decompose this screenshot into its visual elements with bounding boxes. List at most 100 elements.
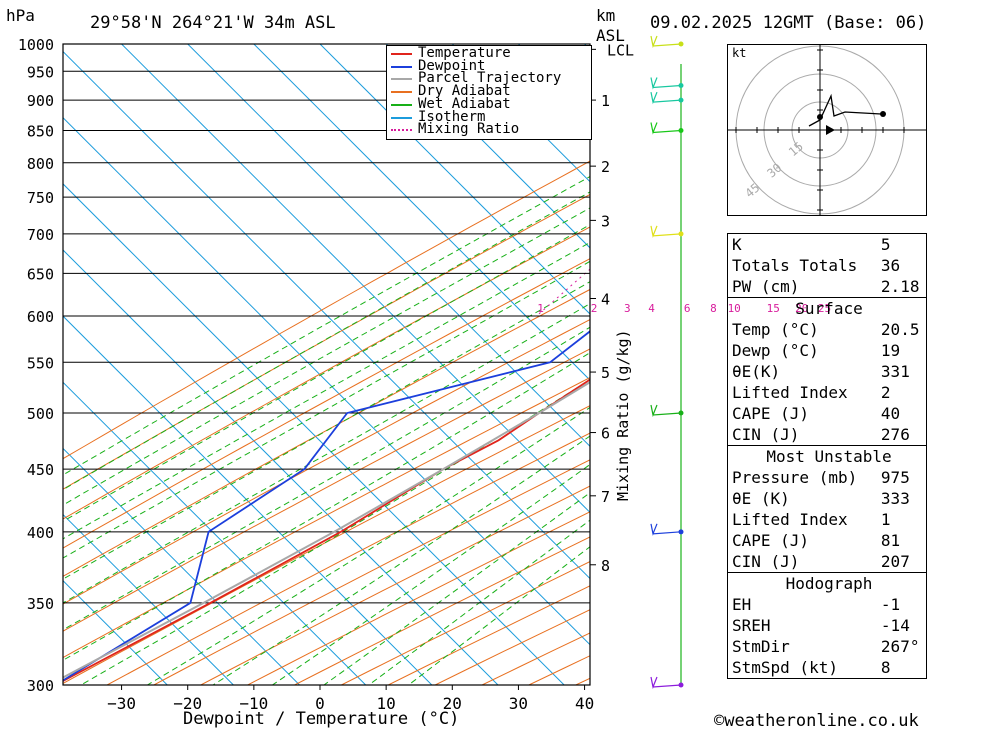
stat-value: 5	[880, 235, 891, 254]
isotherm-line	[63, 513, 234, 685]
isotherm-line	[63, 117, 590, 646]
dry-adiabat-line	[106, 432, 590, 685]
pressure-tick-label: 650	[27, 265, 54, 283]
pressure-tick-label: 600	[27, 308, 54, 326]
datetime-title: 09.02.2025 12GMT (Base: 06)	[650, 13, 927, 33]
stat-label: StmSpd (kt)	[732, 658, 838, 677]
stat-label: Totals Totals	[732, 256, 858, 275]
stat-value: 207	[880, 552, 910, 571]
pressure-gridlines	[63, 43, 590, 686]
stat-value: 1	[880, 510, 891, 529]
stat-value: 81	[880, 531, 901, 550]
stat-value: 8	[880, 658, 891, 677]
dry-adiabat-line	[63, 405, 590, 685]
temperature-tick-label: −30	[107, 694, 136, 713]
isotherm-line	[63, 580, 168, 685]
stat-value: 2.18	[880, 277, 920, 296]
section-title-surface: Surface	[795, 299, 863, 318]
pressure-tick-label: 550	[27, 354, 54, 372]
credit-text: ©weatheronline.co.uk	[714, 711, 919, 731]
height-tick-label: 7	[601, 488, 610, 506]
pressure-tick-label: 1000	[18, 36, 54, 54]
wind-barb	[650, 523, 682, 536]
stat-label: CIN (J)	[732, 425, 800, 444]
wet-adiabat-line	[63, 175, 590, 476]
stat-label: Temp (°C)	[732, 320, 819, 339]
section-title-hodograph: Hodograph	[785, 574, 873, 593]
stat-value: 20.5	[880, 320, 920, 339]
stat-label: CIN (J)	[732, 552, 800, 571]
stat-value: 333	[880, 489, 910, 508]
stat-label: K	[732, 235, 742, 254]
temperature-tick-label: 0	[315, 694, 325, 713]
pressure-tick-label: 850	[27, 123, 54, 141]
stat-value: 40	[880, 404, 901, 423]
temperature-tick-label: −10	[239, 694, 268, 713]
dry-adiabat-line	[63, 348, 590, 632]
isotherm-line	[451, 44, 590, 183]
temperature-tick-label: 40	[575, 694, 594, 713]
storm-motion-marker	[826, 125, 835, 135]
height-tick-label: 8	[601, 557, 610, 575]
height-tick-label: LCL	[607, 41, 634, 59]
mixing-ratio-tick-label: 3	[624, 302, 631, 315]
temperature-tick-label: 30	[509, 694, 528, 713]
stat-value: 19	[880, 341, 901, 360]
height-tick-label: 3	[601, 212, 610, 230]
legend-label: Temperature	[418, 45, 511, 61]
mixing-ratio-tick-label: 20	[795, 302, 808, 315]
stat-value: 36	[880, 256, 901, 275]
isotherm-line	[121, 44, 590, 514]
wind-barb	[650, 404, 682, 418]
stat-value: -1	[880, 595, 901, 614]
mixing-ratio-tick-label: 2	[591, 302, 598, 315]
stat-label: PW (cm)	[732, 277, 800, 296]
isotherm-line	[63, 381, 367, 685]
wet-adiabat-line	[63, 352, 590, 661]
mixing-ratio-tick-label: 4	[648, 302, 655, 315]
stat-label: CAPE (J)	[732, 531, 810, 550]
legend-swatch	[391, 78, 412, 81]
pressure-tick-label: 450	[27, 461, 54, 479]
isotherm-line	[187, 44, 590, 447]
legend-label: Parcel Trajectory	[418, 70, 562, 87]
wet-adiabat-line	[63, 303, 590, 604]
stat-label: Dewp (°C)	[732, 341, 819, 360]
temperature-tick-label: 20	[443, 694, 462, 713]
parcel-trajectory-series	[63, 381, 590, 679]
isotherm-line	[385, 44, 590, 249]
dry-adiabat-line	[63, 377, 590, 659]
stat-label: Pressure (mb)	[732, 468, 858, 487]
stat-value: 267°	[880, 637, 920, 656]
location-title: 29°58'N 264°21'W 34m ASL	[90, 13, 336, 33]
stat-label: EH	[732, 595, 752, 614]
stat-label: Lifted Index	[732, 510, 848, 529]
legend-label: Wet Adiabat	[418, 95, 511, 112]
legend-swatch	[391, 65, 412, 68]
wet-adiabat-line	[80, 378, 590, 685]
mixing-ratio-tick-label: 8	[710, 302, 717, 315]
pressure-tick-label: 950	[27, 63, 54, 81]
stats-table: K 5 Totals Totals 36 PW (cm) 2.18 Surface T…	[727, 233, 927, 679]
hodograph-trace	[808, 93, 882, 127]
temperature-tick-label: 10	[377, 694, 396, 713]
legend-swatch	[391, 103, 412, 106]
legend-label: Dewpoint	[418, 57, 486, 74]
height-tick-label: 4	[601, 291, 610, 309]
stat-label: SREH	[732, 616, 771, 635]
legend-label: Mixing Ratio	[418, 121, 520, 138]
dry-adiabat-line	[63, 319, 590, 605]
pressure-tick-label: 800	[27, 155, 54, 173]
stat-value: 276	[880, 425, 910, 444]
legend-swatch	[391, 91, 412, 94]
height-tick-label: 5	[601, 364, 610, 382]
plot-frame	[62, 43, 591, 686]
height-tick-label: 6	[601, 425, 610, 443]
isotherm-line	[63, 447, 300, 685]
isotherm-line	[63, 315, 433, 685]
isotherm-line	[319, 44, 590, 315]
legend-label: Isotherm	[418, 108, 486, 125]
pressure-tick-label: 750	[27, 189, 54, 207]
hodograph-unit: kt	[732, 46, 746, 60]
